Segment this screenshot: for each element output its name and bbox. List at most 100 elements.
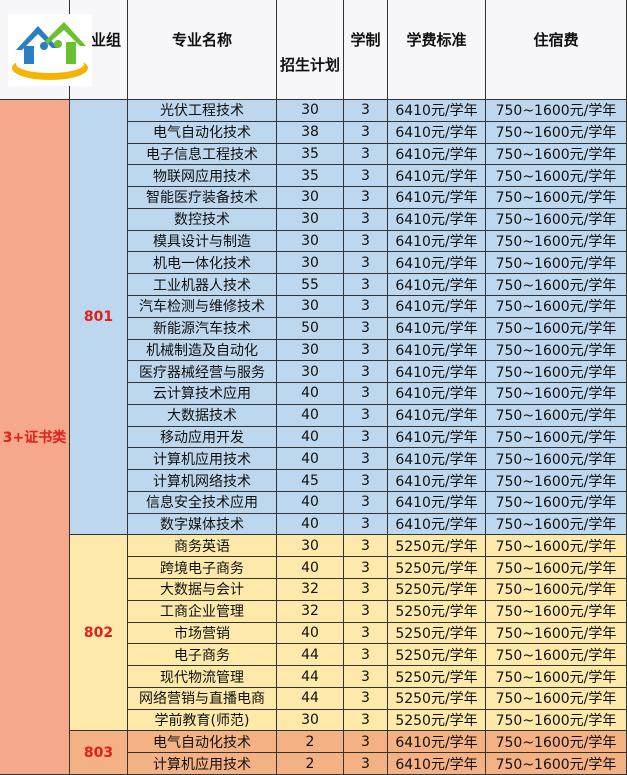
- table-cell: 750~1600元/学年: [486, 557, 627, 580]
- table-cell: 5250元/学年: [388, 687, 486, 710]
- table-cell: 750~1600元/学年: [486, 687, 627, 710]
- table-cell: 6410元/学年: [388, 491, 486, 514]
- table-cell: 3: [344, 317, 388, 340]
- table-cell: 55: [277, 274, 344, 296]
- table-cell: 新能源汽车技术: [128, 317, 277, 340]
- table-cell: 3: [344, 644, 388, 667]
- table-cell: 3: [344, 731, 388, 754]
- table-cell: 3: [344, 600, 388, 623]
- table-cell: 电子信息工程技术: [128, 143, 277, 166]
- table-cell: 35: [277, 143, 344, 166]
- table-cell: 3: [344, 404, 388, 427]
- table-cell: 45: [277, 470, 344, 492]
- table-cell: 750~1600元/学年: [486, 295, 627, 318]
- table-cell: 750~1600元/学年: [486, 230, 627, 253]
- table-cell: 6410元/学年: [388, 208, 486, 231]
- table-cell: 工业机器人技术: [128, 274, 277, 296]
- table-cell: 6410元/学年: [388, 165, 486, 188]
- table-cell: 3: [344, 295, 388, 318]
- table-cell: 3: [344, 165, 388, 188]
- table-cell: 750~1600元/学年: [486, 666, 627, 688]
- table-cell: 6410元/学年: [388, 295, 486, 318]
- table-cell: 6410元/学年: [388, 317, 486, 340]
- table-cell: 6410元/学年: [388, 230, 486, 253]
- table-cell: 38: [277, 121, 344, 144]
- table-cell: 跨境电子商务: [128, 557, 277, 580]
- table-cell: 3: [344, 143, 388, 166]
- table-cell: 模具设计与制造: [128, 230, 277, 253]
- table-cell: 电气自动化技术: [128, 731, 277, 754]
- table-cell: 750~1600元/学年: [486, 165, 627, 188]
- table-cell: 750~1600元/学年: [486, 600, 627, 623]
- table-cell: 3: [344, 753, 388, 775]
- table-cell: 3: [344, 230, 388, 253]
- table-cell: 30: [277, 187, 344, 209]
- table-cell: 智能医疗装备技术: [128, 187, 277, 209]
- table-cell: 数字媒体技术: [128, 513, 277, 536]
- table-cell: 6410元/学年: [388, 361, 486, 384]
- table-cell: 30: [277, 252, 344, 275]
- table-cell: 6410元/学年: [388, 187, 486, 209]
- table-cell: 5250元/学年: [388, 622, 486, 645]
- table-cell: 信息安全技术应用: [128, 491, 277, 514]
- table-cell: 750~1600元/学年: [486, 491, 627, 514]
- table-cell: 40: [277, 622, 344, 645]
- table-cell: 6410元/学年: [388, 121, 486, 144]
- table-cell: 40: [277, 426, 344, 449]
- table-cell: 30: [277, 230, 344, 253]
- table-cell: 30: [277, 100, 344, 122]
- table-cell: 750~1600元/学年: [486, 644, 627, 667]
- table-cell: 6410元/学年: [388, 731, 486, 754]
- table-cell: 30: [277, 208, 344, 231]
- header-cell: 招生计划: [277, 0, 344, 100]
- table-cell: 3: [344, 709, 388, 732]
- table-cell: 6410元/学年: [388, 274, 486, 296]
- table-cell: 6410元/学年: [388, 252, 486, 275]
- table-cell: 750~1600元/学年: [486, 404, 627, 427]
- table-cell: 3: [344, 187, 388, 209]
- header-cell: 学费标准: [388, 0, 486, 100]
- table-cell: 5250元/学年: [388, 535, 486, 558]
- table-cell: 750~1600元/学年: [486, 121, 627, 144]
- table-cell: 750~1600元/学年: [486, 513, 627, 536]
- table-cell: 6410元/学年: [388, 100, 486, 122]
- table-cell: 数控技术: [128, 208, 277, 231]
- table-cell: 6410元/学年: [388, 448, 486, 471]
- table-cell: 6410元/学年: [388, 383, 486, 405]
- table-cell: 6410元/学年: [388, 470, 486, 492]
- table-cell: 汽车检测与维修技术: [128, 295, 277, 318]
- table-cell: 750~1600元/学年: [486, 317, 627, 340]
- table-cell: 5250元/学年: [388, 644, 486, 667]
- table-cell: 网络营销与直播电商: [128, 687, 277, 710]
- header-cell: 住宿费: [486, 0, 627, 100]
- table-cell: 6410元/学年: [388, 404, 486, 427]
- table-cell: 40: [277, 404, 344, 427]
- table-cell: 32: [277, 600, 344, 623]
- table-cell: 3: [344, 274, 388, 296]
- table-cell: 750~1600元/学年: [486, 274, 627, 296]
- table-cell: 市场营销: [128, 622, 277, 645]
- table-cell: 50: [277, 317, 344, 340]
- category-cell: 3+证书类: [0, 100, 70, 775]
- table-cell: 750~1600元/学年: [486, 579, 627, 601]
- header-cell: 学制: [344, 0, 388, 100]
- table-cell: 750~1600元/学年: [486, 709, 627, 732]
- logo: [8, 14, 92, 86]
- table-cell: 750~1600元/学年: [486, 208, 627, 231]
- table-cell: 学前教育(师范): [128, 709, 277, 732]
- table-cell: 3: [344, 687, 388, 710]
- table-cell: 物联网应用技术: [128, 165, 277, 188]
- table-cell: 2: [277, 753, 344, 775]
- table-cell: 工商企业管理: [128, 600, 277, 623]
- table-cell: 750~1600元/学年: [486, 731, 627, 754]
- table-cell: 3: [344, 339, 388, 362]
- table-cell: 35: [277, 165, 344, 188]
- table-cell: 750~1600元/学年: [486, 535, 627, 558]
- table-cell: 40: [277, 448, 344, 471]
- table-cell: 2: [277, 731, 344, 754]
- table-cell: 44: [277, 644, 344, 667]
- table-cell: 750~1600元/学年: [486, 426, 627, 449]
- table-cell: 30: [277, 709, 344, 732]
- table-cell: 3: [344, 208, 388, 231]
- table-cell: 3: [344, 426, 388, 449]
